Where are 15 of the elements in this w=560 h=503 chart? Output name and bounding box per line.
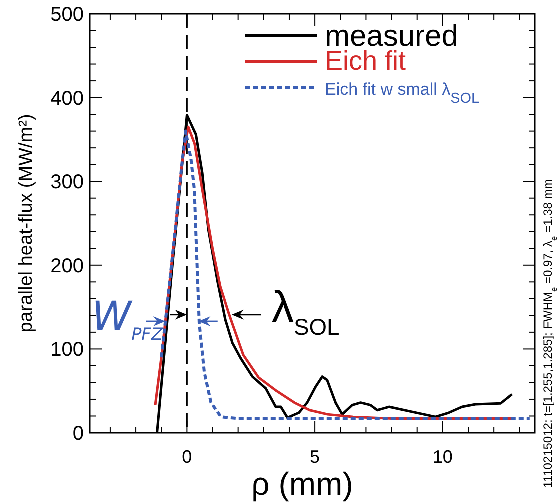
legend-label: Eich fit w small λ$_{SOL}$ [325,80,480,107]
y-tick-label: 400 [50,88,84,110]
annotation: λ$_{SOL}$ [272,283,340,340]
x-tick-label: 5 [310,447,320,467]
x-axis-title: ρ (mm) [252,466,354,502]
annotation: W$_{PFZ}$ [92,294,164,344]
x-tick-label: 10 [432,447,453,467]
legend-label: Eich fit [325,46,407,76]
y-axis-title: parallel heat-flux (MW/m²) [16,114,37,333]
y-tick-label: 0 [72,423,84,445]
y-tick-label: 100 [50,339,84,362]
x-tick-label: 0 [182,447,192,467]
y-tick-label: 300 [50,172,84,194]
y-tick-label: 500 [50,4,84,26]
y-tick-label: 200 [50,255,84,278]
